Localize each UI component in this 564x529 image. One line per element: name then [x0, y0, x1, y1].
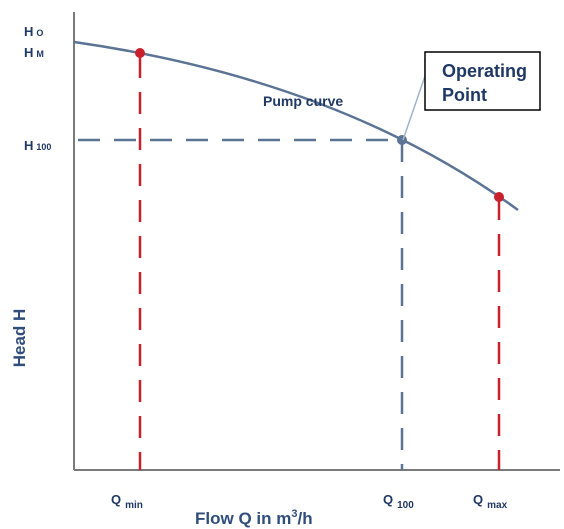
- x-axis-label: Flow Q in m3/h: [195, 508, 313, 528]
- y-axis-label: Head H: [10, 309, 29, 368]
- qmax-marker: [494, 192, 504, 202]
- h100-tick-label: H 100: [24, 138, 51, 153]
- q100-tick-label: Q 100: [383, 492, 414, 511]
- pump-curve-label: Pump curve: [263, 93, 343, 109]
- pump-curve: [73, 40, 519, 212]
- operating-point-callout-box: [424, 51, 541, 111]
- qmin-marker: [135, 48, 145, 58]
- callout-line-2: Point: [442, 85, 487, 105]
- callout-line-1: Operating: [442, 61, 527, 81]
- operating-point-marker: [397, 135, 407, 145]
- callout-leader-line: [402, 58, 426, 141]
